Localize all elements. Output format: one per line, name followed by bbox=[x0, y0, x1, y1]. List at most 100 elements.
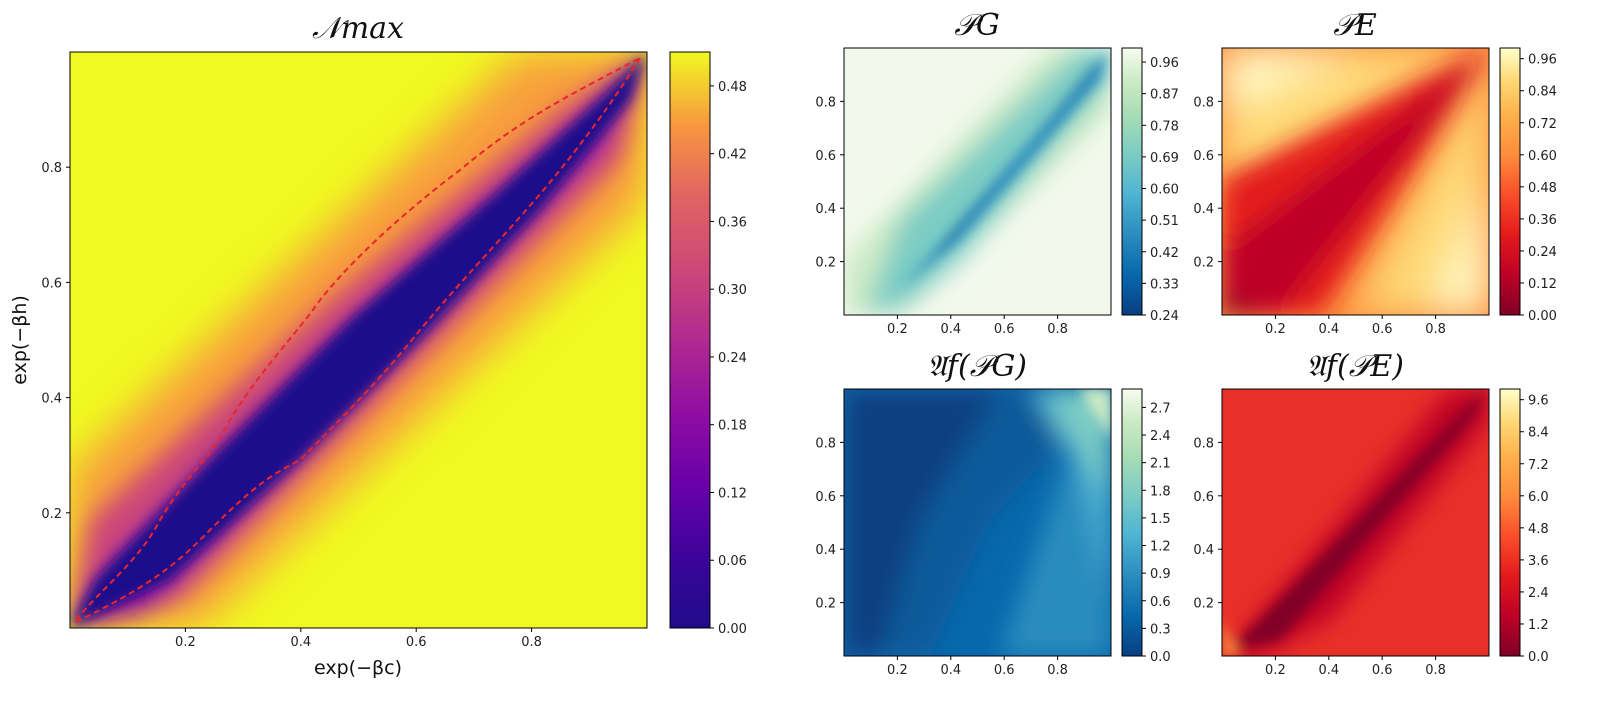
axis-ticks: 0.2 0.2 0.4 0.4 0.6 0.6 0.8 0.8 0.00 0.06 0.12 0.18… bbox=[41, 53, 1557, 678]
colorbar-tick-label-pg: 0.87 bbox=[1150, 88, 1179, 103]
colorbar-tick-label-nmax: 0.24 bbox=[718, 351, 747, 366]
x-tick-label-afpe: 0.4 bbox=[1318, 663, 1339, 678]
colorbar-tick-label-afpe: 0.0 bbox=[1528, 650, 1549, 665]
y-tick-label-afpg: 0.8 bbox=[815, 436, 836, 451]
colorbar-tick-label-nmax: 0.06 bbox=[718, 554, 747, 569]
panel-nmax: 𝒩max exp(−βc) exp(−βh) bbox=[9, 11, 711, 679]
colorbar-tick-label-afpe: 6.0 bbox=[1528, 490, 1549, 505]
panel-title-nmax: 𝒩max bbox=[312, 11, 404, 46]
colorbar-tick-label-pe: 0.36 bbox=[1528, 213, 1557, 228]
colorbar-tick-label-pg: 0.33 bbox=[1150, 277, 1179, 292]
colorbar-tick-label-afpe: 8.4 bbox=[1528, 426, 1549, 441]
y-tick-label-afpg: 0.2 bbox=[815, 597, 836, 612]
panel-afpg: 𝔄f(𝒫G) bbox=[843, 349, 1143, 657]
colorbar-pg bbox=[1121, 47, 1143, 316]
y-tick-label-pg: 0.4 bbox=[815, 202, 836, 217]
x-tick-label-pe: 0.2 bbox=[1265, 322, 1286, 337]
colorbar-tick-label-pg: 0.42 bbox=[1150, 246, 1179, 261]
colorbar-tick-label-afpg: 0.9 bbox=[1150, 567, 1171, 582]
y-tick-label-pg: 0.8 bbox=[815, 95, 836, 110]
y-tick-label-pe: 0.4 bbox=[1193, 202, 1214, 217]
y-tick-label-pe: 0.6 bbox=[1193, 149, 1214, 164]
colorbar-tick-label-pg: 0.60 bbox=[1150, 183, 1179, 198]
x-tick-label-pg: 0.2 bbox=[887, 322, 908, 337]
x-tick-label-nmax: 0.2 bbox=[175, 635, 196, 650]
panel-title-afpg: 𝔄f(𝒫G) bbox=[927, 349, 1027, 384]
colorbar-tick-label-afpe: 4.8 bbox=[1528, 522, 1549, 537]
x-tick-label-pg: 0.8 bbox=[1047, 322, 1068, 337]
y-tick-label-nmax: 0.2 bbox=[41, 507, 62, 522]
colorbar-tick-label-afpe: 9.6 bbox=[1528, 394, 1549, 409]
colorbar-tick-label-afpg: 2.4 bbox=[1150, 429, 1171, 444]
y-tick-label-nmax: 0.6 bbox=[41, 276, 62, 291]
ylabel-nmax: exp(−βh) bbox=[9, 295, 31, 385]
x-tick-label-afpg: 0.4 bbox=[940, 663, 961, 678]
y-tick-label-afpg: 0.6 bbox=[815, 490, 836, 505]
colorbar-tick-label-afpe: 7.2 bbox=[1528, 458, 1549, 473]
colorbar-tick-label-afpg: 2.7 bbox=[1150, 401, 1171, 416]
panel-title-pe: 𝒫E bbox=[1333, 8, 1377, 43]
colorbar-tick-label-afpg: 2.1 bbox=[1150, 457, 1171, 472]
colorbar-afpe bbox=[1499, 388, 1521, 657]
panel-pg: 𝒫G bbox=[843, 8, 1143, 316]
colorbar-tick-label-pg: 0.69 bbox=[1150, 151, 1179, 166]
x-tick-label-nmax: 0.8 bbox=[521, 635, 542, 650]
heatmap-afpe bbox=[1222, 389, 1489, 656]
colorbar-tick-label-afpg: 0.3 bbox=[1150, 622, 1171, 637]
colorbar-tick-label-pe: 0.96 bbox=[1528, 53, 1557, 68]
panel-afpe: 𝔄f(𝒫E) bbox=[1221, 349, 1521, 657]
heatmap-afpg bbox=[844, 389, 1111, 656]
y-tick-label-afpe: 0.4 bbox=[1193, 543, 1214, 558]
colorbar-tick-label-afpg: 1.8 bbox=[1150, 484, 1171, 499]
colorbar-tick-label-afpg: 0.6 bbox=[1150, 595, 1171, 610]
panel-title-pg: 𝒫G bbox=[954, 8, 1000, 43]
dashed-boundary-lower bbox=[75, 57, 641, 623]
heatmap-pg bbox=[844, 48, 1111, 315]
x-tick-label-pg: 0.6 bbox=[994, 322, 1015, 337]
x-tick-label-nmax: 0.4 bbox=[290, 635, 311, 650]
colorbar-tick-label-pg: 0.24 bbox=[1150, 309, 1179, 324]
colorbar-tick-label-afpe: 1.2 bbox=[1528, 618, 1549, 633]
colorbar-tick-label-pe: 0.60 bbox=[1528, 149, 1557, 164]
y-tick-label-pe: 0.2 bbox=[1193, 256, 1214, 271]
colorbar-tick-label-nmax: 0.36 bbox=[718, 215, 747, 230]
y-tick-label-pg: 0.2 bbox=[815, 256, 836, 271]
colorbar-nmax bbox=[669, 51, 711, 629]
x-tick-label-pe: 0.6 bbox=[1372, 322, 1393, 337]
colorbar-tick-label-pe: 0.84 bbox=[1528, 85, 1557, 100]
x-tick-label-pe: 0.8 bbox=[1425, 322, 1446, 337]
colorbar-pe bbox=[1499, 47, 1521, 316]
y-tick-label-pe: 0.8 bbox=[1193, 95, 1214, 110]
colorbar-tick-label-pe: 0.00 bbox=[1528, 309, 1557, 324]
colorbar-tick-label-afpg: 1.5 bbox=[1150, 512, 1171, 527]
colorbar-tick-label-pe: 0.48 bbox=[1528, 181, 1557, 196]
colorbar-tick-label-pe: 0.12 bbox=[1528, 277, 1557, 292]
xlabel-nmax: exp(−βc) bbox=[314, 657, 402, 679]
y-tick-label-pg: 0.6 bbox=[815, 149, 836, 164]
colorbar-tick-label-pg: 0.51 bbox=[1150, 214, 1179, 229]
dashed-boundary-upper bbox=[75, 57, 641, 621]
y-tick-label-nmax: 0.4 bbox=[41, 392, 62, 407]
x-tick-label-pe: 0.4 bbox=[1318, 322, 1339, 337]
panel-title-afpe: 𝔄f(𝒫E) bbox=[1306, 349, 1404, 384]
x-tick-label-afpe: 0.6 bbox=[1372, 663, 1393, 678]
colorbar-tick-label-nmax: 0.48 bbox=[718, 80, 747, 95]
colorbar-tick-label-pg: 0.96 bbox=[1150, 56, 1179, 71]
x-tick-label-afpe: 0.8 bbox=[1425, 663, 1446, 678]
colorbar-tick-label-afpe: 3.6 bbox=[1528, 554, 1549, 569]
colorbar-tick-label-pg: 0.78 bbox=[1150, 119, 1179, 134]
x-tick-label-pg: 0.4 bbox=[940, 322, 961, 337]
x-tick-label-afpg: 0.8 bbox=[1047, 663, 1068, 678]
x-tick-label-afpe: 0.2 bbox=[1265, 663, 1286, 678]
colorbar-tick-label-nmax: 0.42 bbox=[718, 148, 747, 163]
colorbar-tick-label-afpe: 2.4 bbox=[1528, 586, 1549, 601]
colorbar-tick-label-afpg: 0.0 bbox=[1150, 650, 1171, 665]
colorbar-tick-label-afpg: 1.2 bbox=[1150, 540, 1171, 555]
colorbar-tick-label-pe: 0.72 bbox=[1528, 117, 1557, 132]
heatmap-pe bbox=[1222, 48, 1489, 315]
colorbar-tick-label-nmax: 0.18 bbox=[718, 419, 747, 434]
y-tick-label-afpe: 0.2 bbox=[1193, 597, 1214, 612]
y-tick-label-afpe: 0.6 bbox=[1193, 490, 1214, 505]
colorbar-tick-label-nmax: 0.12 bbox=[718, 486, 747, 501]
